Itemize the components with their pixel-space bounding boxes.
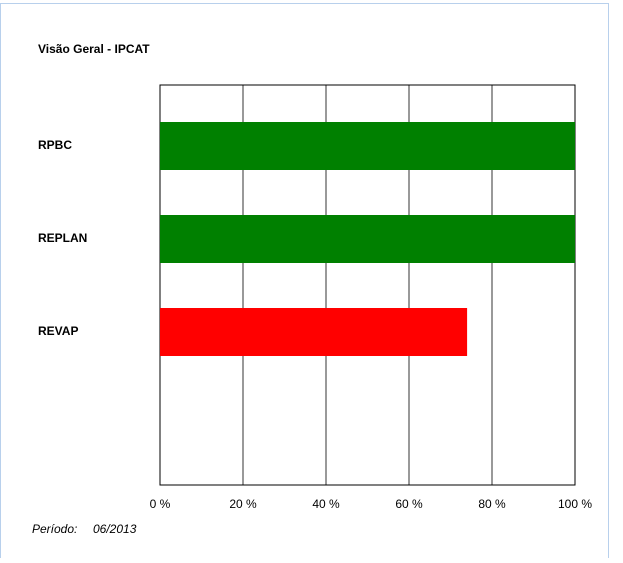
- x-tick-label: 0 %: [150, 497, 171, 511]
- y-tick-label: REPLAN: [38, 231, 87, 245]
- chart-title: Visão Geral - IPCAT: [38, 42, 150, 56]
- frame: [0, 3, 609, 563]
- y-tick-label: REVAP: [38, 324, 78, 338]
- bar: [160, 308, 468, 356]
- bar: [160, 122, 575, 170]
- footer-value: 06/2013: [93, 522, 137, 536]
- x-tick-label: 40 %: [312, 497, 340, 511]
- x-tick-label: 100 %: [558, 497, 592, 511]
- plot-border: [159, 84, 576, 486]
- x-tick-label: 60 %: [395, 497, 423, 511]
- bar: [160, 215, 575, 263]
- y-tick-label: RPBC: [38, 138, 72, 152]
- x-tick-label: 80 %: [478, 497, 506, 511]
- footer-label: Período:: [32, 522, 77, 536]
- x-tick-label: 20 %: [229, 497, 257, 511]
